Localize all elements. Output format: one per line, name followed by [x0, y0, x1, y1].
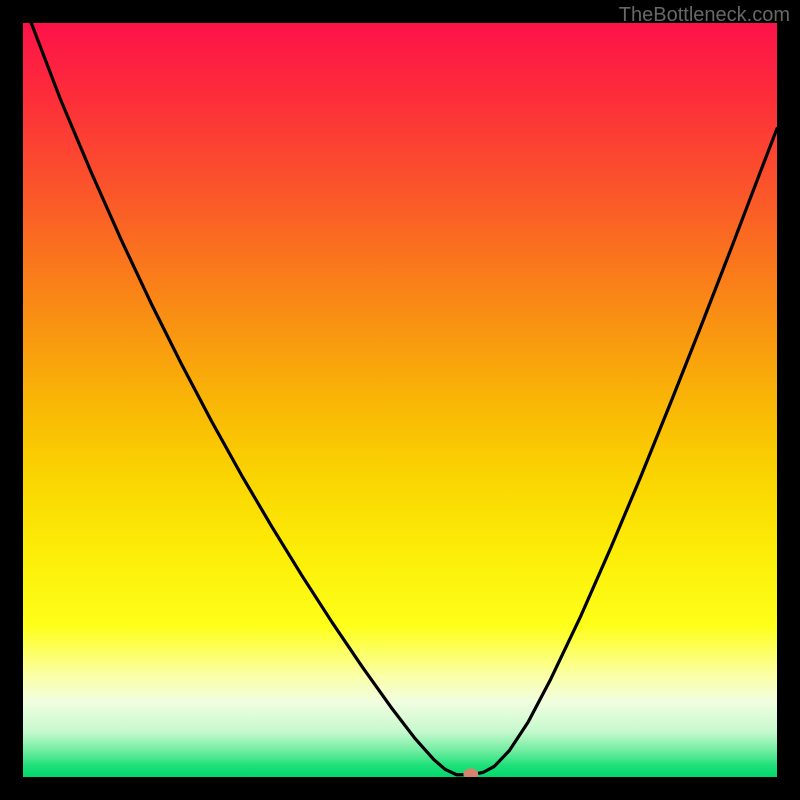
chart-plot-area [23, 23, 777, 777]
bottleneck-chart [23, 23, 777, 777]
watermark-text: TheBottleneck.com [619, 4, 790, 27]
chart-background [23, 23, 777, 777]
